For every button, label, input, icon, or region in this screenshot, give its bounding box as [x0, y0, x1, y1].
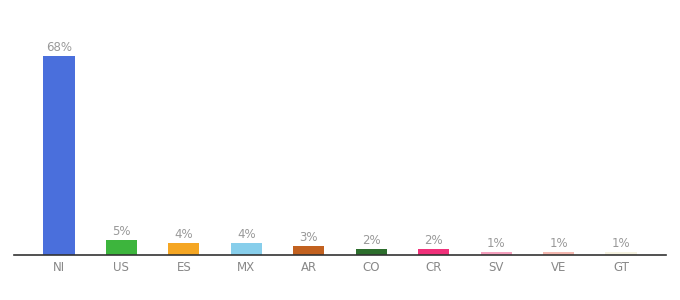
Bar — [543, 252, 574, 255]
Text: 2%: 2% — [362, 234, 381, 247]
Bar — [231, 243, 262, 255]
Text: 68%: 68% — [46, 41, 72, 54]
Text: 5%: 5% — [112, 225, 131, 238]
Text: 4%: 4% — [175, 228, 193, 241]
Text: 3%: 3% — [299, 231, 318, 244]
Bar — [106, 240, 137, 255]
Bar — [418, 249, 449, 255]
Text: 1%: 1% — [549, 237, 568, 250]
Bar — [605, 252, 636, 255]
Text: 4%: 4% — [237, 228, 256, 241]
Text: 1%: 1% — [612, 237, 630, 250]
Bar — [168, 243, 199, 255]
Bar — [44, 56, 75, 255]
Bar — [481, 252, 512, 255]
Text: 1%: 1% — [487, 237, 505, 250]
Text: 2%: 2% — [424, 234, 443, 247]
Bar — [293, 246, 324, 255]
Bar — [356, 249, 387, 255]
